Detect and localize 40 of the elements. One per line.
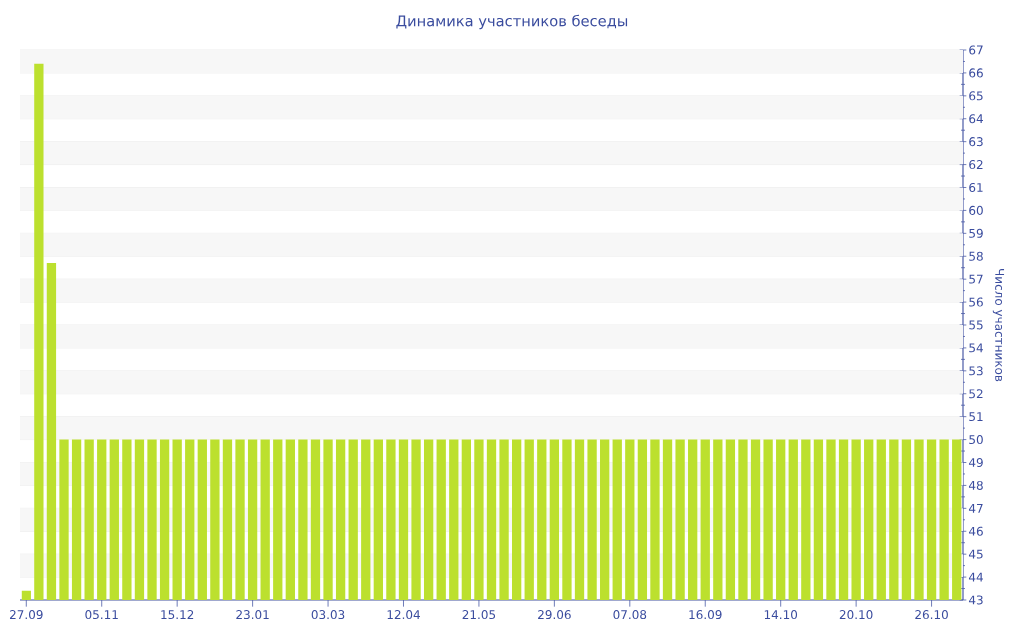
y-tick-label: 43	[968, 595, 983, 605]
y-tick-label: 61	[969, 182, 983, 193]
y-tick-label: 51	[969, 412, 983, 422]
x-tick-label: 23.01	[236, 610, 269, 620]
y-tick-label: 47	[968, 503, 983, 513]
y-tick-label: 46	[968, 526, 983, 536]
y-axis-title: Число участников	[992, 269, 1005, 382]
y-tick-label: 62	[969, 160, 983, 170]
y-tick-label: 58	[969, 251, 983, 261]
y-tick-label: 60	[969, 205, 983, 215]
y-tick-label: 50	[969, 435, 983, 445]
y-tick-label: 64	[969, 114, 983, 124]
y-tick-label: 57	[969, 274, 983, 284]
x-tick-label: 16.09	[689, 610, 722, 620]
y-tick-label: 55	[969, 320, 983, 330]
x-tick-label: 12.04	[387, 610, 420, 620]
x-tick-label: 05.11	[85, 610, 118, 620]
y-tick-label: 66	[969, 68, 983, 78]
y-tick-label: 67	[969, 45, 983, 55]
y-tick-label: 52	[969, 389, 983, 399]
x-tick-label: 07.08	[613, 610, 647, 620]
y-tick-label: 45	[968, 549, 983, 559]
y-tick-label: 65	[969, 91, 983, 101]
y-tick-label: 44	[968, 572, 983, 582]
chart-title: Динамика участников беседы	[396, 14, 628, 30]
y-tick-label: 53	[969, 366, 983, 376]
x-tick-label: 03.03	[311, 610, 345, 620]
x-tick-label: 26.10	[915, 610, 948, 620]
y-tick-label: 59	[969, 228, 983, 238]
x-tick-label: 15.12	[161, 610, 194, 620]
y-tick-label: 48	[968, 480, 983, 490]
y-tick-label: 56	[969, 297, 983, 307]
x-tick-label: 27.09	[9, 610, 43, 620]
x-tick-label: 20.10	[839, 610, 873, 620]
x-tick-label: 21.05	[462, 610, 496, 620]
y-tick-label: 63	[969, 137, 983, 147]
x-tick-label: 14.10	[764, 610, 798, 620]
y-tick-label: 49	[968, 457, 983, 468]
y-tick-label: 54	[969, 343, 983, 353]
x-tick-label: 29.06	[538, 610, 571, 620]
